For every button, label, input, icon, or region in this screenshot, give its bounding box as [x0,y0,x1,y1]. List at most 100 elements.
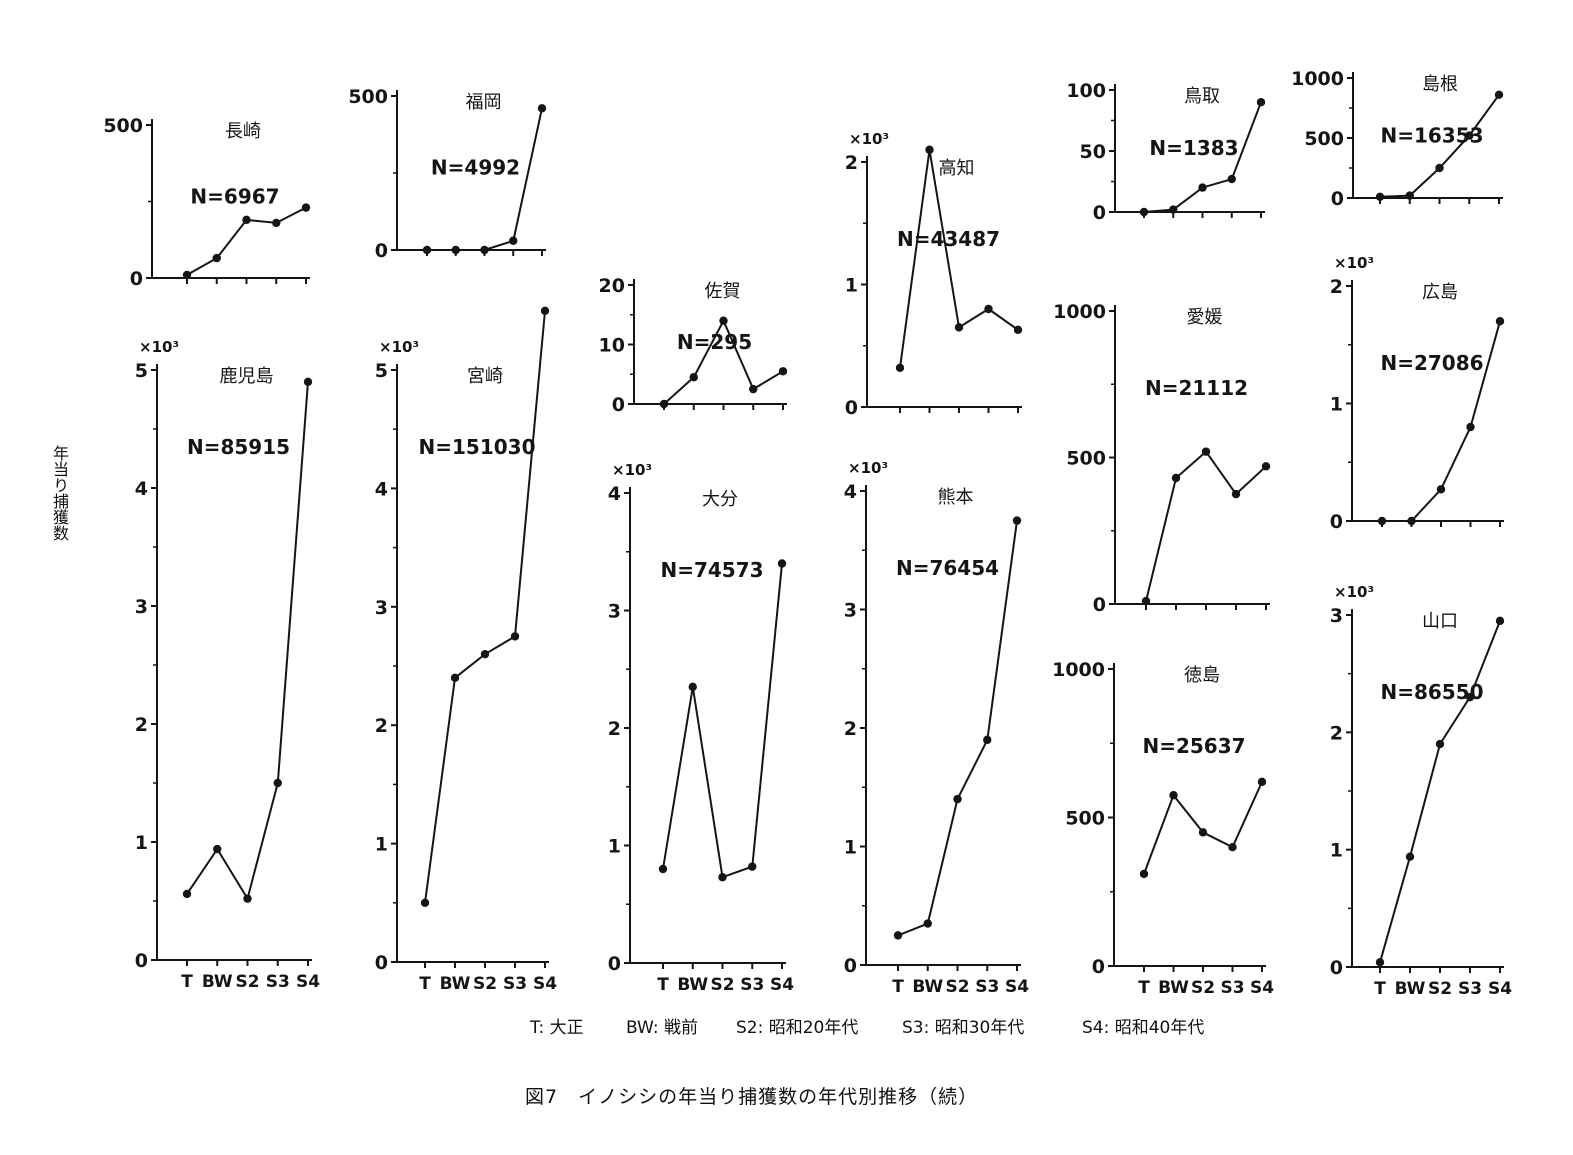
sample-size-label: N=25637 [1142,734,1245,758]
data-point [1198,828,1208,837]
legend-item-s4: S4: 昭和40年代 [1082,1018,1205,1038]
data-point [480,649,490,659]
data-point [1405,191,1414,200]
panel-title: 佐賀 [705,281,741,302]
data-point [1169,791,1178,800]
data-point [659,399,669,409]
data-point [301,203,311,212]
data-point [1139,207,1149,217]
data-point [1436,485,1446,494]
data-point [1435,163,1444,173]
sample-size-label: N=43487 [897,227,1000,251]
y-tick-label: 0 [612,394,625,416]
x-tick-label: T [181,972,193,992]
chart-panel-1: 0 500 福岡 N=4992 [348,86,547,262]
panel-title: 福岡 [466,92,502,113]
data-point [1257,777,1267,787]
series-line [186,381,309,902]
axis-multiplier: ×10³ [379,338,419,356]
x-tick-label: S3 [1220,978,1244,998]
y-tick-label: 0 [130,268,143,290]
sample-size-label: N=74573 [660,558,763,582]
data-point [1375,192,1385,201]
axis-multiplier: ×10³ [139,338,179,356]
y-tick-label: 0 [845,397,858,419]
panel-title: 熊本 [938,487,974,508]
x-tick-label: S2 [1428,979,1452,999]
y-tick-label: 1 [1330,394,1343,416]
x-tick-label: BW [202,972,233,992]
data-point [984,304,993,314]
x-tick-label: S3 [266,972,290,992]
axis-multiplier: ×10³ [1334,254,1374,272]
x-tick-label: S4 [770,975,794,995]
data-point [953,794,962,804]
y-tick-label: 1000 [1053,301,1106,323]
data-point [509,236,518,245]
y-tick-label: 1 [845,275,858,297]
sample-size-label: N=86550 [1380,680,1483,704]
y-tick-label: 4 [844,481,857,503]
data-point [303,377,313,386]
x-tick-label: BW [1395,979,1426,999]
sample-size-label: N=295 [677,330,752,354]
chart-panel-4: 0 10 20 佐賀 N=295 [599,275,788,416]
series-line [662,563,783,879]
y-tick-label: 2 [844,718,857,740]
chart-panel-2: 0 1 2 3 4 5 T BW S2 S3 S4 ×10³ 鹿児島 N=85915 [135,338,320,992]
series-line [899,149,1019,368]
data-point [451,245,460,255]
y-tick-label: 0 [1331,188,1344,210]
y-tick-label: 4 [135,478,148,500]
data-point [182,270,192,280]
y-tick-label: 5 [375,360,388,382]
data-point [1435,739,1445,749]
data-point [1375,958,1385,967]
y-tick-label: 2 [1330,276,1343,298]
y-tick-label: 2 [135,714,148,736]
data-point [1231,489,1241,499]
data-point [212,253,221,263]
data-point [1494,90,1504,100]
data-point [1495,616,1505,626]
series-line [897,520,1018,937]
data-point [778,367,788,376]
data-point [895,363,905,372]
legend-item-s2: S2: 昭和20年代 [736,1018,859,1038]
panel-title: 宮崎 [467,366,503,387]
data-point [1465,131,1474,140]
x-tick-label: S3 [975,977,999,997]
y-tick-label: 500 [348,86,388,108]
sample-size-label: N=6967 [190,184,279,208]
data-point [422,245,432,255]
y-tick-label: 2 [1330,722,1343,744]
panel-title: 鹿児島 [220,366,274,387]
data-point [537,104,547,113]
chart-panel-7: 0 1 2 3 4 T BW S2 S3 S4 ×10³ 熊本 N=76454 [844,459,1029,997]
sample-size-label: N=1383 [1149,136,1238,160]
sample-size-label: N=4992 [431,156,520,180]
data-point [450,673,460,683]
data-point [749,384,758,394]
data-point [1466,422,1475,432]
y-tick-label: 1000 [1291,68,1344,90]
chart-panel-0: 0 500 長崎 N=6967 [103,115,311,290]
data-point [1169,205,1178,214]
series-line [1379,620,1501,963]
y-tick-label: 500 [1065,808,1105,830]
y-tick-label: 0 [1093,594,1106,616]
x-tick-label: T [892,977,904,997]
y-tick-label: 3 [375,597,388,619]
data-point [658,864,668,874]
y-tick-label: 2 [845,152,858,174]
y-tick-label: 3 [1330,605,1343,627]
data-point [480,245,489,255]
panel-title: 山口 [1422,611,1458,632]
x-tick-label: T [419,974,431,994]
data-point [1171,473,1181,483]
y-tick-label: 3 [135,596,148,618]
data-point [1407,516,1416,526]
x-tick-label: T [1374,979,1386,999]
y-tick-label: 1 [844,837,857,859]
x-tick-label: BW [1158,978,1189,998]
